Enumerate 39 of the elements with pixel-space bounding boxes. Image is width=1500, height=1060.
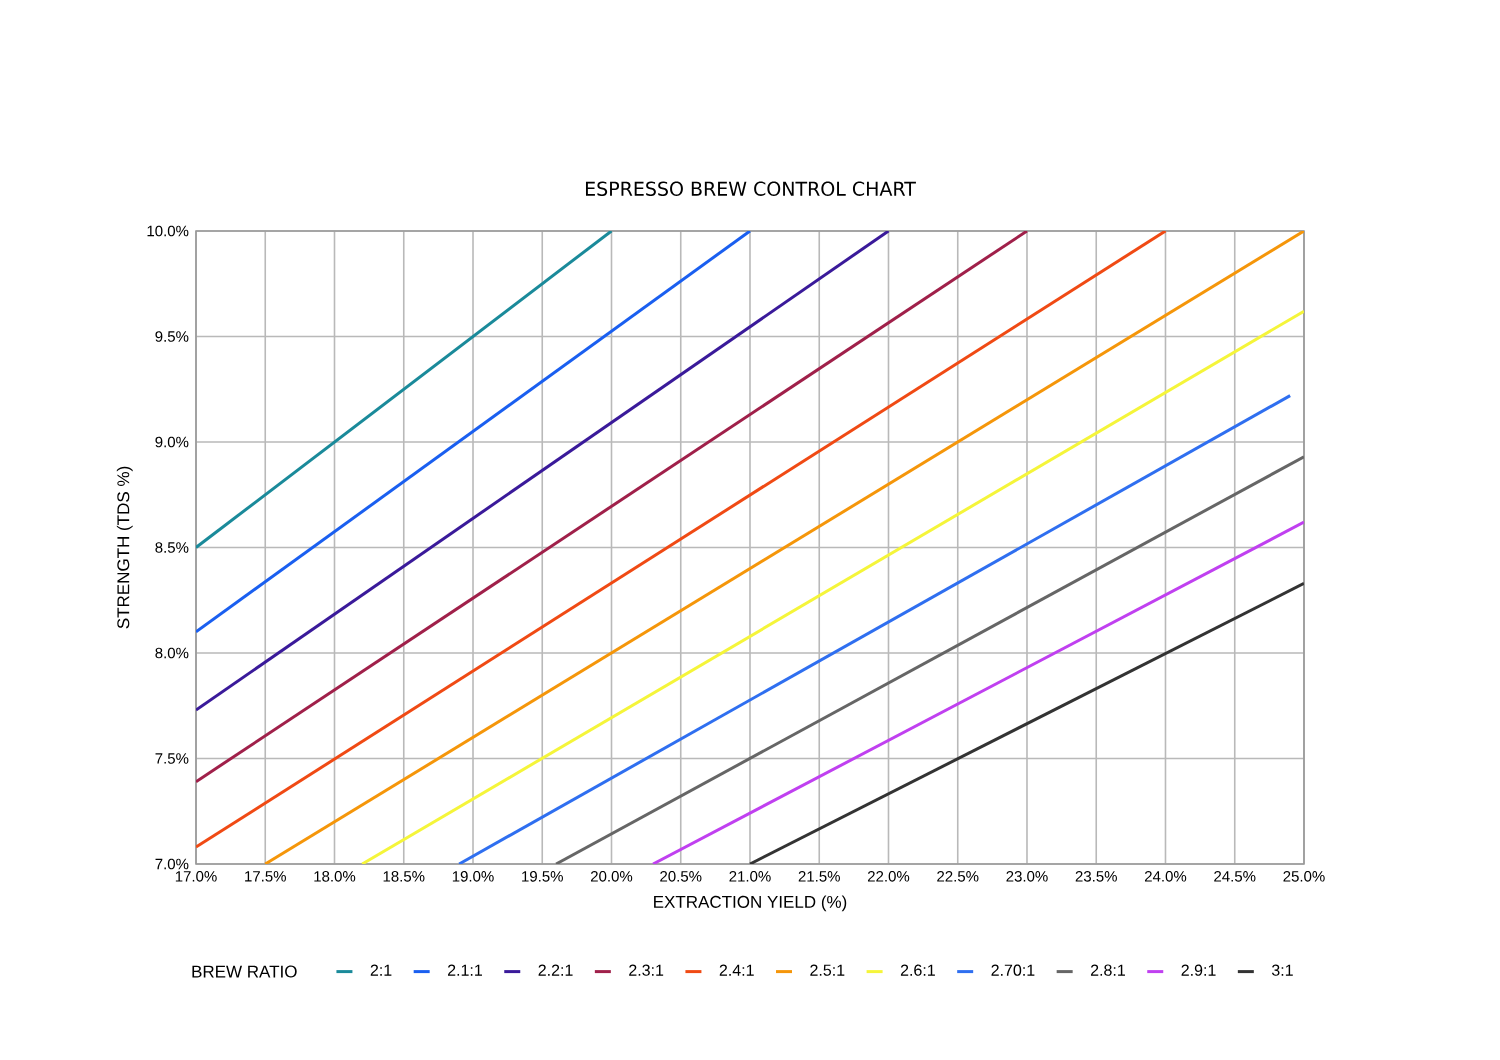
legend-label: 2.2:1 [538, 964, 573, 976]
x-tick-label: 18.0% [314, 871, 356, 882]
x-tick-label: 24.0% [1144, 871, 1187, 882]
legend-label: 2.6:1 [900, 964, 935, 976]
x-tick-label: 25.0% [1283, 871, 1325, 882]
x-tick-label: 24.5% [1214, 871, 1256, 882]
x-tick-label: 23.0% [1006, 871, 1048, 882]
x-tick-label: 20.5% [660, 871, 702, 882]
x-tick-label: 21.5% [798, 871, 840, 882]
x-tick-label: 18.5% [383, 871, 425, 882]
chart-title: ESPRESSO BREW CONTROL CHART [585, 181, 916, 196]
legend-label: 2.9:1 [1181, 964, 1216, 976]
legend-label: 2.70:1 [991, 964, 1035, 976]
legend-label: 2.1:1 [447, 964, 482, 976]
legend-label: 2.5:1 [810, 964, 845, 976]
legend-label: 2:1 [370, 964, 392, 976]
x-tick-label: 22.0% [867, 871, 910, 882]
y-tick-label: 8.0% [155, 647, 189, 659]
legend-label: 3:1 [1271, 964, 1293, 976]
y-tick-label: 7.0% [155, 858, 189, 870]
x-axis-title: EXTRACTION YIELD (%) [654, 895, 847, 912]
y-tick-label: 10.0% [147, 225, 189, 237]
legend-title: BREW RATIO [192, 965, 297, 978]
y-tick-label: 8.5% [155, 542, 189, 553]
legend-label: 2.8:1 [1090, 964, 1125, 976]
legend-label: 2.3:1 [629, 964, 664, 976]
x-tick-label: 19.0% [452, 871, 494, 882]
legend-label: 2.4:1 [719, 964, 754, 976]
y-tick-label: 9.0% [155, 436, 189, 448]
x-tick-label: 22.5% [937, 871, 979, 882]
x-tick-label: 19.5% [522, 871, 563, 882]
x-tick-label: 17.5% [245, 871, 286, 882]
x-tick-label: 20.0% [590, 871, 633, 882]
x-tick-label: 17.0% [175, 871, 217, 882]
y-axis-title: STRENGTH (TDS %) [116, 466, 133, 629]
x-tick-label: 23.5% [1075, 871, 1117, 882]
x-tick-label: 21.0% [729, 871, 771, 882]
y-tick-label: 9.5% [155, 331, 189, 342]
y-tick-label: 7.5% [155, 753, 189, 764]
